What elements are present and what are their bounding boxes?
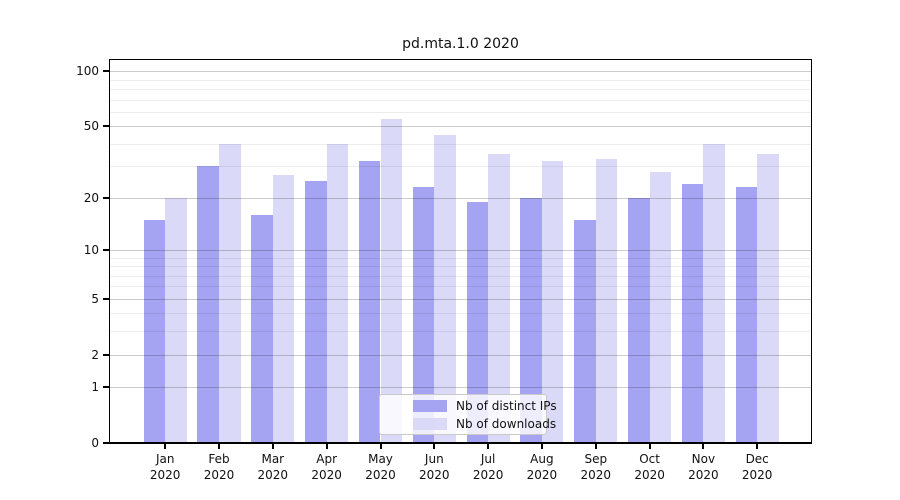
bar-nb-of-downloads bbox=[165, 197, 187, 443]
y-tick bbox=[103, 442, 109, 444]
x-tick bbox=[702, 444, 705, 449]
gridline-minor bbox=[110, 331, 811, 333]
bar-nb-of-distinct-ips bbox=[574, 219, 596, 443]
y-tick bbox=[103, 248, 109, 251]
x-tick-label: Aug 2020 bbox=[526, 452, 558, 482]
gridline-major bbox=[110, 298, 811, 300]
x-tick-label: Dec 2020 bbox=[741, 452, 773, 482]
bar-nb-of-downloads bbox=[219, 143, 241, 443]
x-tick bbox=[540, 444, 543, 449]
bar-nb-of-downloads bbox=[703, 143, 725, 443]
x-tick-label: May 2020 bbox=[365, 452, 396, 482]
bar-nb-of-distinct-ips bbox=[520, 197, 542, 443]
bar-nb-of-downloads bbox=[595, 158, 618, 443]
y-tick-label: 50 bbox=[83, 119, 99, 134]
gridline-major bbox=[110, 126, 811, 128]
y-tick-label: 10 bbox=[83, 242, 99, 257]
bar-nb-of-distinct-ips bbox=[412, 186, 435, 443]
bar-nb-of-downloads bbox=[488, 154, 510, 443]
gridline-minor bbox=[110, 166, 811, 168]
bar-nb-of-distinct-ips bbox=[358, 161, 381, 443]
gridline-minor bbox=[110, 79, 811, 81]
y-tick bbox=[103, 70, 109, 73]
bar-nb-of-distinct-ips bbox=[143, 219, 166, 443]
x-tick bbox=[325, 444, 328, 449]
legend-label: Nb of downloads bbox=[456, 416, 557, 431]
y-tick-label: 1 bbox=[91, 380, 99, 395]
gridline-minor bbox=[110, 313, 811, 315]
x-tick bbox=[487, 444, 490, 449]
legend-entry: Nb of distinct IPs bbox=[380, 397, 557, 415]
chart-title: pd.mta.1.0 2020 bbox=[402, 36, 519, 52]
bar-nb-of-distinct-ips bbox=[735, 186, 758, 443]
x-tick-label: Nov 2020 bbox=[688, 452, 719, 482]
gridline-major bbox=[110, 71, 811, 73]
x-tick bbox=[218, 444, 220, 449]
x-tick bbox=[648, 444, 651, 449]
x-axis-line bbox=[109, 442, 812, 444]
bar-nb-of-downloads bbox=[272, 174, 295, 443]
legend-swatch bbox=[413, 399, 447, 412]
gridline-minor bbox=[110, 99, 811, 101]
legend-swatch bbox=[413, 417, 447, 430]
y-tick-label: 100 bbox=[76, 64, 99, 79]
bar-nb-of-downloads bbox=[434, 134, 456, 443]
x-tick bbox=[756, 444, 759, 449]
axis-layer: 100 50 20 10 5 2 1 0 Jan 2020 Feb 2020 Mar 2020 Apr… bbox=[76, 60, 811, 482]
bar-nb-of-distinct-ips bbox=[466, 201, 489, 443]
legend: Nb of distinct IPs Nb of downloads bbox=[379, 394, 557, 435]
plot-area: 100 50 20 10 5 2 1 0 Jan 2020 Feb 2020 Mar 2020 Apr… bbox=[76, 59, 812, 482]
gridline-minor bbox=[110, 266, 811, 267]
bars-layer bbox=[110, 60, 811, 443]
x-tick bbox=[379, 444, 382, 449]
gridline-major bbox=[110, 387, 811, 389]
bar-nb-of-distinct-ips bbox=[197, 166, 219, 443]
gridline-minor bbox=[110, 275, 811, 277]
bar-nb-of-downloads bbox=[380, 118, 403, 443]
x-tick bbox=[594, 444, 597, 449]
x-tick bbox=[433, 444, 436, 449]
gridline-minor bbox=[110, 143, 811, 145]
gridline-minor bbox=[110, 257, 811, 259]
gridline-major bbox=[110, 249, 811, 251]
x-tick bbox=[164, 444, 167, 449]
y-tick-label: 5 bbox=[91, 291, 99, 306]
bar-nb-of-downloads bbox=[649, 171, 672, 443]
y-tick-label: 0 bbox=[91, 436, 99, 450]
bar-nb-of-distinct-ips bbox=[305, 180, 327, 443]
x-tick bbox=[271, 444, 274, 449]
x-tick-label: Jun 2020 bbox=[419, 452, 450, 482]
grid-layer bbox=[110, 60, 811, 443]
x-tick-label: Mar 2020 bbox=[257, 452, 289, 482]
y-tick bbox=[103, 297, 109, 300]
y-tick-label: 20 bbox=[83, 190, 99, 205]
x-tick-label: Oct 2020 bbox=[634, 452, 665, 482]
x-tick-label: Apr 2020 bbox=[311, 452, 342, 482]
y-tick bbox=[103, 125, 109, 128]
bar-nb-of-downloads bbox=[326, 143, 349, 443]
x-tick-label: Jul 2020 bbox=[472, 452, 504, 482]
x-tick-label: Sep 2020 bbox=[580, 452, 612, 482]
gridline-minor bbox=[110, 88, 811, 90]
bar-nb-of-downloads bbox=[541, 161, 564, 443]
gridline-major bbox=[110, 354, 811, 356]
x-tick-label: Jan 2020 bbox=[149, 452, 181, 482]
bar-nb-of-distinct-ips bbox=[628, 197, 650, 443]
legend-label: Nb of distinct IPs bbox=[456, 398, 557, 413]
bar-nb-of-distinct-ips bbox=[251, 214, 273, 443]
y-tick-label: 2 bbox=[91, 347, 99, 362]
gridline-minor bbox=[110, 111, 811, 113]
x-tick-label: Feb 2020 bbox=[203, 452, 235, 482]
bar-nb-of-downloads bbox=[757, 154, 779, 443]
bar-nb-of-distinct-ips bbox=[681, 183, 704, 443]
gridline-minor bbox=[110, 286, 811, 288]
y-tick bbox=[103, 386, 109, 389]
gridline-major bbox=[110, 197, 811, 199]
legend-entry: Nb of downloads bbox=[380, 415, 556, 433]
y-tick bbox=[103, 196, 109, 199]
y-tick bbox=[103, 353, 109, 356]
